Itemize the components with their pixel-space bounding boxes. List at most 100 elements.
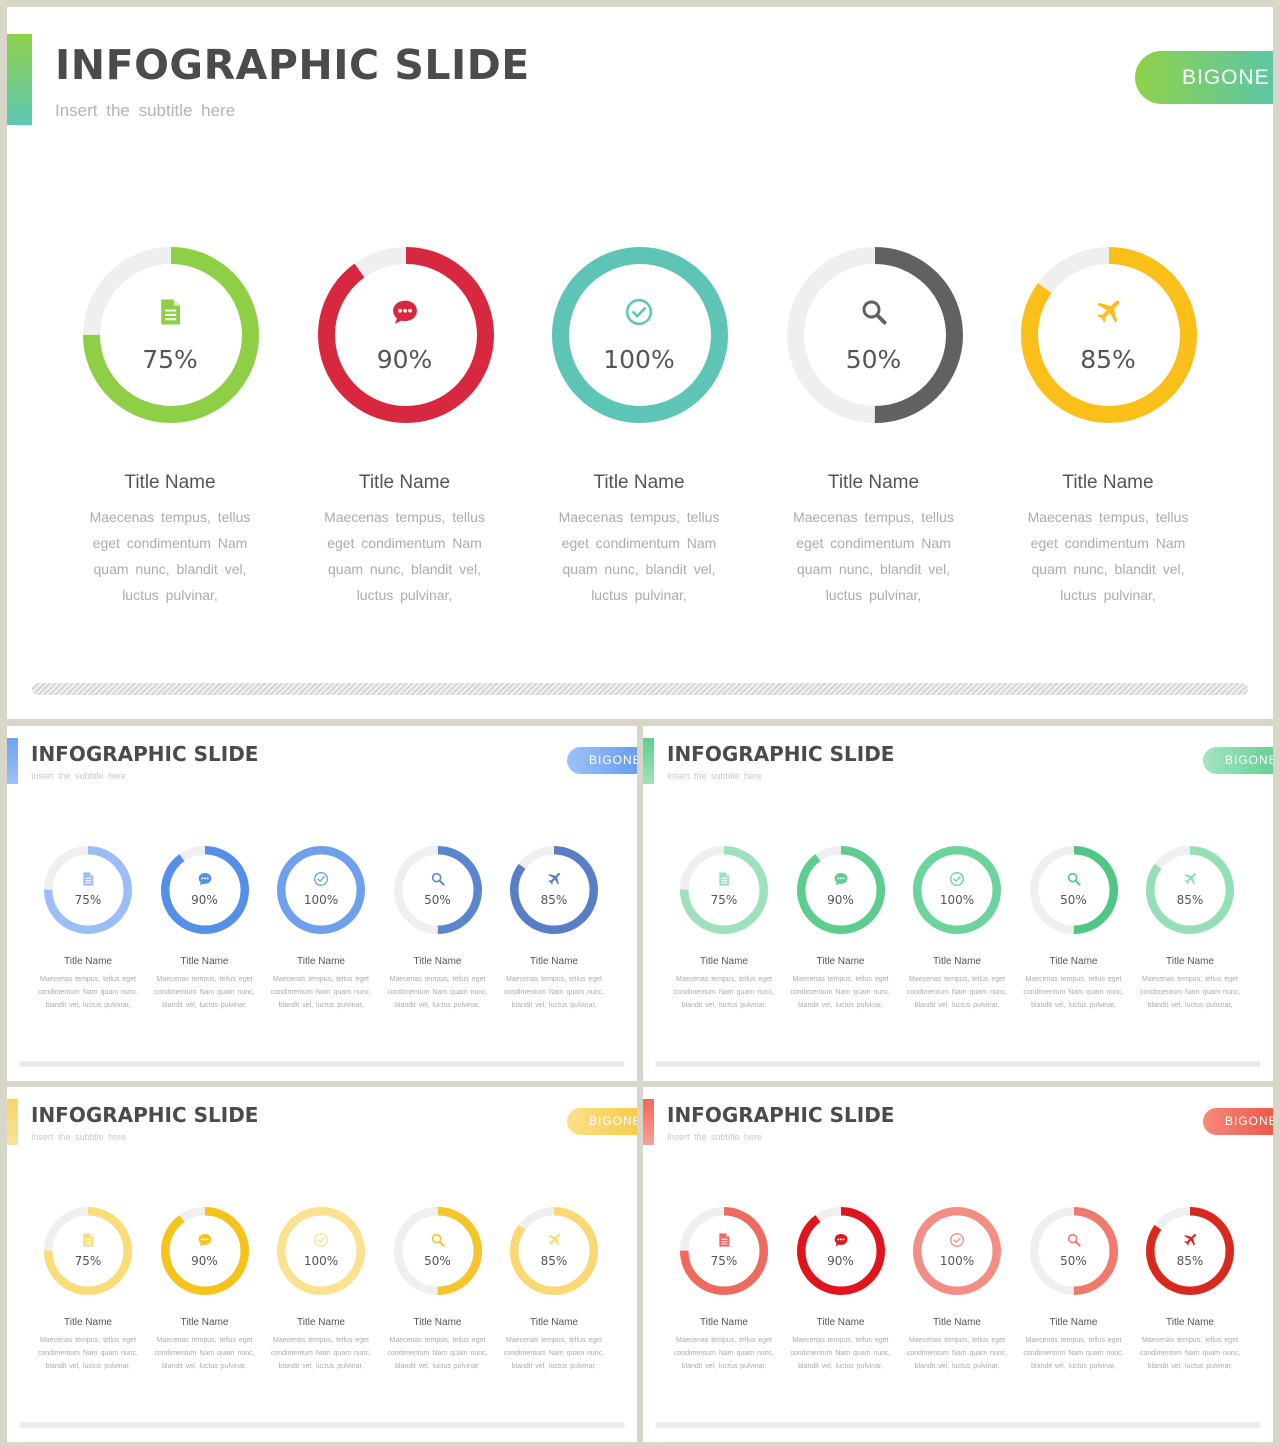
progress-ring-arc bbox=[277, 1207, 365, 1295]
slide-yellow: INFOGRAPHIC SLIDE Insert the subtitle he… bbox=[7, 1087, 637, 1442]
progress-ring-arc bbox=[680, 846, 768, 934]
progress-card: 100% Title Name Maecenas tempus, tellus eg… bbox=[539, 247, 739, 637]
card-title: Title Name bbox=[297, 956, 345, 967]
card-title: Title Name bbox=[297, 1317, 345, 1328]
progress-card: 100% Title Name Maecenas tempus, tellus eg… bbox=[267, 1207, 375, 1417]
card-description: Maecenas tempus, tellus eget condimentum… bbox=[906, 1337, 1008, 1370]
progress-ring bbox=[1021, 247, 1197, 423]
progress-ring-arc bbox=[1146, 1207, 1234, 1295]
card-title: Title Name bbox=[816, 1317, 865, 1328]
slide-main: INFOGRAPHIC SLIDE Insert the subtitle he… bbox=[7, 7, 1273, 719]
footer-divider bbox=[655, 1422, 1261, 1428]
progress-ring bbox=[510, 846, 598, 934]
card-title: Title Name bbox=[413, 1317, 462, 1328]
brand-badge: BIGONE bbox=[567, 747, 637, 774]
progress-ring bbox=[510, 1207, 598, 1295]
chat-bubble-icon bbox=[833, 1232, 849, 1248]
progress-percent: 85% bbox=[540, 893, 568, 907]
progress-ring bbox=[796, 846, 885, 934]
progress-percent: 75% bbox=[710, 1254, 738, 1268]
progress-ring-arc bbox=[913, 1207, 1001, 1295]
card-title: Title Name bbox=[1049, 1317, 1098, 1328]
slide-green: INFOGRAPHIC SLIDE Insert the subtitle he… bbox=[643, 726, 1273, 1081]
card-description: Maecenas tempus, tellus eget condimentum… bbox=[387, 1337, 488, 1370]
progress-card: 50% Title Name Maecenas tempus, tellus ege… bbox=[774, 247, 974, 637]
progress-ring bbox=[796, 1207, 885, 1295]
airplane-icon bbox=[1093, 297, 1123, 327]
check-circle-icon bbox=[313, 871, 329, 887]
progress-percent: 85% bbox=[1080, 345, 1136, 374]
slide-subtitle: Insert the subtitle here bbox=[31, 771, 127, 781]
card-description: Maecenas tempus, tellus eget condimentum… bbox=[1139, 1337, 1241, 1370]
slide-title: INFOGRAPHIC SLIDE bbox=[667, 1103, 895, 1127]
progress-card: 90% Title Name Maecenas tempus, tellus ege… bbox=[787, 1207, 895, 1417]
progress-percent: 90% bbox=[191, 893, 218, 907]
footer-divider bbox=[32, 683, 1248, 695]
accent-bar bbox=[7, 34, 32, 125]
accent-bar bbox=[7, 738, 18, 784]
progress-percent: 85% bbox=[1176, 893, 1204, 907]
chat-bubble-icon bbox=[197, 1232, 213, 1248]
progress-ring bbox=[680, 1207, 768, 1295]
progress-ring bbox=[913, 846, 1001, 934]
slide-title: INFOGRAPHIC SLIDE bbox=[55, 41, 530, 89]
document-icon bbox=[80, 1232, 96, 1248]
progress-ring-arc bbox=[786, 247, 963, 423]
card-title: Title Name bbox=[1062, 472, 1154, 493]
progress-ring-arc bbox=[277, 846, 365, 934]
progress-ring-arc bbox=[796, 846, 885, 934]
card-description: Maecenas tempus, tellus eget condimentum… bbox=[270, 1337, 372, 1370]
check-circle-icon bbox=[624, 297, 654, 327]
progress-percent: 50% bbox=[424, 1254, 451, 1268]
progress-percent: 50% bbox=[845, 345, 902, 374]
progress-card: 75% Title Name Maecenas tempus, tellus ege… bbox=[70, 247, 270, 637]
progress-card: 100% Title Name Maecenas tempus, tellus eg… bbox=[267, 846, 375, 1056]
progress-ring-arc bbox=[1029, 1207, 1118, 1295]
airplane-icon bbox=[1182, 871, 1198, 887]
progress-ring bbox=[317, 247, 494, 423]
progress-card: 100% Title Name Maecenas tempus, tellus eg… bbox=[903, 846, 1011, 1056]
progress-card: 100% Title Name Maecenas tempus, tellus eg… bbox=[903, 1207, 1011, 1417]
brand-badge: BIGONE bbox=[1135, 51, 1273, 104]
slide-red: INFOGRAPHIC SLIDE Insert the subtitle he… bbox=[643, 1087, 1273, 1442]
document-icon bbox=[80, 871, 96, 887]
slide-subtitle: Insert the subtitle here bbox=[667, 1132, 763, 1142]
progress-card: 75% Title Name Maecenas tempus, tellus ege… bbox=[670, 1207, 778, 1417]
progress-card: 85% Title Name Maecenas tempus, tellus ege… bbox=[1136, 1207, 1244, 1417]
progress-ring bbox=[44, 1207, 132, 1295]
progress-percent: 85% bbox=[540, 1254, 568, 1268]
airplane-icon bbox=[546, 1232, 562, 1248]
progress-ring-arc bbox=[680, 1207, 768, 1295]
progress-ring bbox=[83, 247, 259, 423]
progress-card: 50% Title Name Maecenas tempus, tellus ege… bbox=[384, 846, 492, 1056]
progress-ring-arc bbox=[796, 1207, 885, 1295]
card-title: Title Name bbox=[530, 956, 578, 967]
search-icon bbox=[430, 1232, 446, 1248]
progress-percent: 100% bbox=[603, 345, 675, 374]
slide-title: INFOGRAPHIC SLIDE bbox=[31, 742, 259, 766]
chat-bubble-icon bbox=[390, 297, 420, 327]
accent-bar bbox=[7, 1099, 18, 1145]
progress-percent: 50% bbox=[424, 893, 451, 907]
progress-ring-arc bbox=[1029, 846, 1118, 934]
progress-percent: 90% bbox=[827, 1254, 854, 1268]
progress-card: 85% Title Name Maecenas tempus, tellus ege… bbox=[1008, 247, 1208, 637]
progress-ring-arc bbox=[552, 247, 728, 423]
card-description: Maecenas tempus, tellus eget condimentum… bbox=[793, 509, 954, 603]
document-icon bbox=[716, 1232, 732, 1248]
card-title: Title Name bbox=[124, 472, 216, 493]
card-description: Maecenas tempus, tellus eget condimentum… bbox=[673, 976, 775, 1009]
search-icon bbox=[859, 297, 889, 327]
brand-badge: BIGONE bbox=[1203, 747, 1273, 774]
search-icon bbox=[430, 871, 446, 887]
progress-card: 85% Title Name Maecenas tempus, tellus ege… bbox=[1136, 846, 1244, 1056]
progress-percent: 75% bbox=[710, 893, 738, 907]
progress-percent: 75% bbox=[74, 893, 102, 907]
slide-title: INFOGRAPHIC SLIDE bbox=[667, 742, 895, 766]
accent-bar bbox=[643, 738, 654, 784]
progress-ring-arc bbox=[83, 247, 259, 423]
brand-badge: BIGONE bbox=[1203, 1108, 1273, 1135]
progress-ring-arc bbox=[510, 846, 598, 934]
progress-ring bbox=[160, 846, 249, 934]
progress-percent: 90% bbox=[827, 893, 854, 907]
